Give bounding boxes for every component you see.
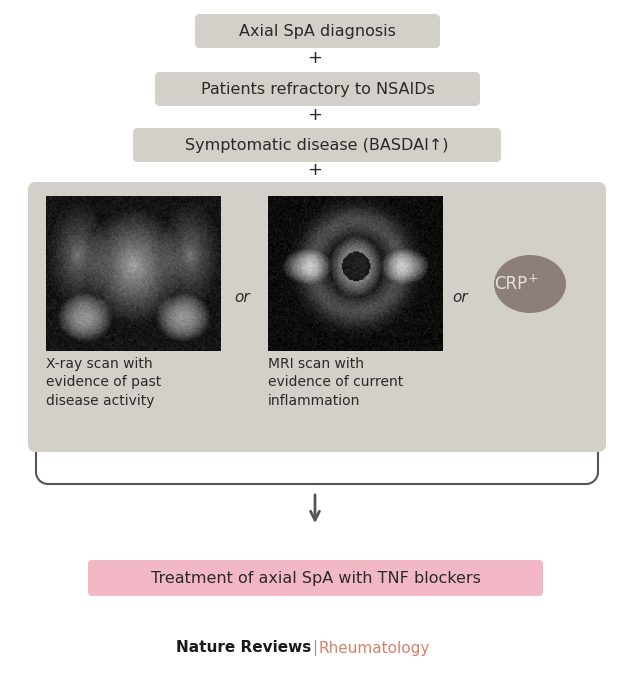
Text: |: | bbox=[312, 640, 318, 656]
Text: Symptomatic disease (BASDAI↑): Symptomatic disease (BASDAI↑) bbox=[185, 138, 449, 153]
Text: Patients refractory to NSAIDs: Patients refractory to NSAIDs bbox=[200, 82, 435, 97]
Text: CRP: CRP bbox=[494, 275, 527, 293]
Ellipse shape bbox=[494, 255, 566, 313]
FancyBboxPatch shape bbox=[133, 128, 501, 162]
FancyBboxPatch shape bbox=[88, 560, 543, 596]
Text: or: or bbox=[452, 290, 468, 305]
Text: +: + bbox=[307, 161, 323, 179]
Text: +: + bbox=[307, 106, 323, 124]
Text: +: + bbox=[528, 271, 539, 284]
Text: Nature Reviews: Nature Reviews bbox=[176, 640, 311, 656]
Text: MRI scan with
evidence of current
inflammation: MRI scan with evidence of current inflam… bbox=[268, 357, 403, 408]
FancyBboxPatch shape bbox=[155, 72, 480, 106]
Text: +: + bbox=[307, 49, 323, 67]
Text: or: or bbox=[234, 290, 250, 305]
Text: X-ray scan with
evidence of past
disease activity: X-ray scan with evidence of past disease… bbox=[46, 357, 161, 408]
Text: Treatment of axial SpA with TNF blockers: Treatment of axial SpA with TNF blockers bbox=[151, 571, 481, 586]
FancyBboxPatch shape bbox=[195, 14, 440, 48]
Text: Rheumatology: Rheumatology bbox=[319, 640, 430, 656]
Text: Axial SpA diagnosis: Axial SpA diagnosis bbox=[239, 23, 396, 38]
FancyBboxPatch shape bbox=[28, 182, 606, 452]
